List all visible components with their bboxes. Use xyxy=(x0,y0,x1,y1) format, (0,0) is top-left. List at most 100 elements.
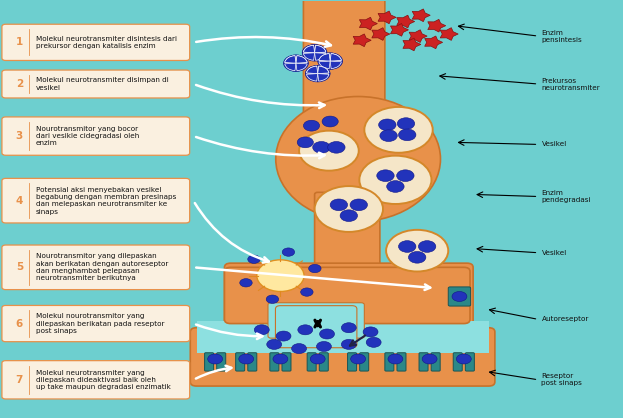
Circle shape xyxy=(380,130,397,142)
Circle shape xyxy=(397,118,415,130)
FancyBboxPatch shape xyxy=(449,287,470,306)
Wedge shape xyxy=(315,44,327,53)
Circle shape xyxy=(276,331,291,341)
Wedge shape xyxy=(318,65,330,74)
Polygon shape xyxy=(372,28,390,41)
FancyBboxPatch shape xyxy=(224,263,473,326)
Wedge shape xyxy=(302,44,315,53)
Polygon shape xyxy=(403,38,421,51)
Text: Autoreseptor: Autoreseptor xyxy=(541,316,589,322)
Polygon shape xyxy=(412,9,430,22)
Wedge shape xyxy=(330,54,341,61)
Text: Prekursos
neurotransmiter: Prekursos neurotransmiter xyxy=(541,77,600,91)
Circle shape xyxy=(351,354,366,364)
Circle shape xyxy=(328,142,345,153)
Wedge shape xyxy=(283,63,296,71)
Wedge shape xyxy=(319,54,330,61)
Wedge shape xyxy=(330,53,343,61)
Text: 5: 5 xyxy=(16,263,23,272)
Circle shape xyxy=(387,181,404,192)
Text: 6: 6 xyxy=(16,319,23,329)
Polygon shape xyxy=(359,17,378,30)
Circle shape xyxy=(330,199,348,211)
Circle shape xyxy=(397,170,414,181)
FancyBboxPatch shape xyxy=(431,353,440,371)
Wedge shape xyxy=(285,56,296,63)
Polygon shape xyxy=(440,28,458,41)
Circle shape xyxy=(366,337,381,347)
Circle shape xyxy=(308,264,321,273)
Circle shape xyxy=(320,329,335,339)
Wedge shape xyxy=(305,65,318,74)
Text: 1: 1 xyxy=(16,37,23,47)
Circle shape xyxy=(267,339,282,349)
Circle shape xyxy=(310,354,325,364)
Wedge shape xyxy=(307,66,318,74)
Wedge shape xyxy=(283,55,296,63)
Wedge shape xyxy=(319,61,330,69)
FancyBboxPatch shape xyxy=(419,353,428,371)
FancyBboxPatch shape xyxy=(282,353,291,371)
Text: Molekul neurotransmiter yang
dilepaskan dideaktivasi baik oleh
up take maupun de: Molekul neurotransmiter yang dilepaskan … xyxy=(36,370,170,390)
Wedge shape xyxy=(296,63,308,71)
Circle shape xyxy=(240,279,252,287)
FancyBboxPatch shape xyxy=(348,353,356,371)
FancyBboxPatch shape xyxy=(315,192,380,280)
Circle shape xyxy=(266,295,278,303)
Wedge shape xyxy=(330,61,343,69)
Wedge shape xyxy=(296,55,308,63)
Circle shape xyxy=(350,199,368,211)
Wedge shape xyxy=(318,66,329,74)
Circle shape xyxy=(292,344,307,354)
Wedge shape xyxy=(307,74,318,81)
Wedge shape xyxy=(285,63,296,71)
Text: 2: 2 xyxy=(16,79,23,89)
Circle shape xyxy=(456,354,471,364)
Wedge shape xyxy=(305,74,318,82)
Circle shape xyxy=(207,354,222,364)
FancyBboxPatch shape xyxy=(270,353,279,371)
Circle shape xyxy=(359,155,432,204)
Circle shape xyxy=(298,325,313,335)
Circle shape xyxy=(422,354,437,364)
Wedge shape xyxy=(318,74,330,82)
Circle shape xyxy=(388,354,403,364)
FancyBboxPatch shape xyxy=(2,24,189,61)
Circle shape xyxy=(322,116,338,127)
Wedge shape xyxy=(303,45,315,53)
Polygon shape xyxy=(409,30,427,43)
Circle shape xyxy=(316,342,331,352)
Circle shape xyxy=(377,170,394,181)
FancyBboxPatch shape xyxy=(204,353,214,371)
FancyBboxPatch shape xyxy=(235,353,245,371)
FancyBboxPatch shape xyxy=(303,0,385,121)
Circle shape xyxy=(452,291,467,301)
Circle shape xyxy=(364,107,433,153)
Polygon shape xyxy=(397,15,415,28)
Polygon shape xyxy=(428,19,446,32)
Wedge shape xyxy=(330,61,341,69)
FancyBboxPatch shape xyxy=(196,321,488,353)
FancyBboxPatch shape xyxy=(359,353,369,371)
Circle shape xyxy=(379,119,396,131)
Circle shape xyxy=(239,354,254,364)
Circle shape xyxy=(341,323,356,333)
Circle shape xyxy=(341,339,356,349)
Circle shape xyxy=(273,354,288,364)
Text: Molekul neurotransmiter disimpan di
vesikel: Molekul neurotransmiter disimpan di vesi… xyxy=(36,77,168,91)
Circle shape xyxy=(363,327,378,337)
Text: Vesikel: Vesikel xyxy=(541,141,567,148)
Text: 7: 7 xyxy=(16,375,23,385)
Circle shape xyxy=(303,120,320,131)
FancyBboxPatch shape xyxy=(2,361,189,399)
Wedge shape xyxy=(307,66,318,74)
Circle shape xyxy=(315,186,383,232)
FancyBboxPatch shape xyxy=(190,328,495,386)
Circle shape xyxy=(299,131,359,171)
Polygon shape xyxy=(391,23,409,36)
Wedge shape xyxy=(315,45,326,53)
Circle shape xyxy=(386,230,449,272)
Wedge shape xyxy=(296,56,307,63)
FancyBboxPatch shape xyxy=(2,117,189,155)
FancyBboxPatch shape xyxy=(307,353,316,371)
